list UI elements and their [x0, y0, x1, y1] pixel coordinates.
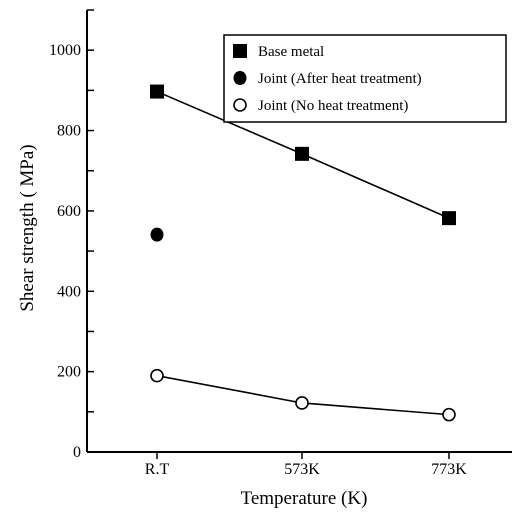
legend: Base metal Joint (After heat treatment) Jo…: [223, 34, 507, 123]
data-point-1: [150, 227, 164, 242]
legend-label-0: Base metal: [258, 44, 324, 60]
legend-label-2: Joint (No heat treatment): [258, 98, 408, 114]
data-point-2: [150, 368, 164, 383]
x-tick-label: 573K: [284, 461, 320, 478]
x-axis-title: Temperature (K): [241, 488, 368, 509]
y-tick-label: 200: [57, 364, 81, 381]
y-tick-label: 400: [57, 283, 81, 300]
y-tick-label: 600: [57, 203, 81, 220]
data-point-0: [442, 211, 456, 226]
legend-box: [223, 34, 507, 123]
data-point-2: [442, 407, 456, 422]
legend-marker-2: [233, 98, 247, 112]
legend-marker-0: [233, 44, 247, 58]
ticks: 0 200 400 600 800 1000 R.T 573K 773K: [49, 9, 467, 478]
y-tick-label: 800: [57, 123, 81, 140]
y-axis-title: Shear strength ( MPa): [17, 144, 38, 311]
series: [150, 84, 456, 422]
y-tick-label: 0: [73, 444, 81, 461]
legend-marker-1: [233, 71, 247, 85]
y-tick-label: 1000: [49, 42, 81, 59]
data-point-2: [295, 396, 309, 410]
axes: [86, 10, 512, 453]
x-tick-label: 773K: [431, 461, 467, 478]
legend-label-1: Joint (After heat treatment): [258, 71, 422, 87]
data-point-0: [150, 84, 164, 99]
x-tick-label: R.T: [145, 461, 170, 478]
data-point-0: [295, 146, 309, 161]
